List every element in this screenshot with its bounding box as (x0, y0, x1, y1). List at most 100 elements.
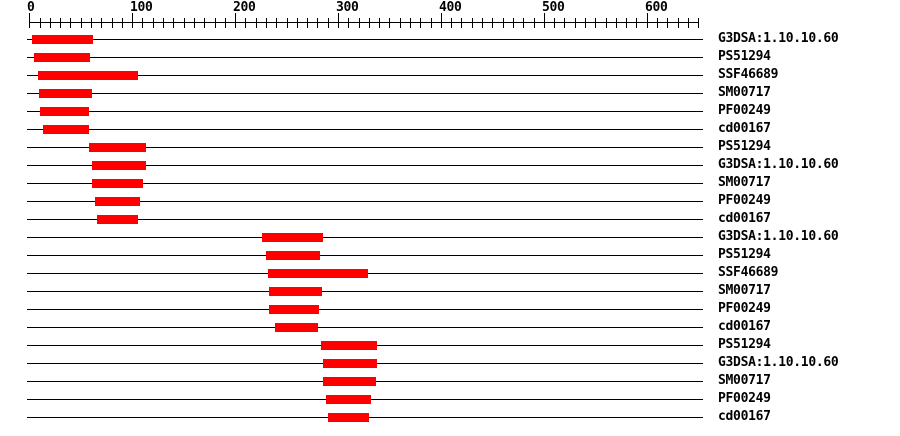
signature-id-label: SM00717 (718, 85, 771, 100)
domain-match-bar (39, 107, 89, 116)
track-line (27, 111, 703, 112)
ruler-major-tick (441, 13, 442, 28)
signature-id-label: G3DSA:1.10.10.60 (718, 31, 839, 46)
track-line (27, 255, 703, 256)
ruler-minor-tick (348, 18, 349, 28)
track-line (27, 165, 703, 166)
domain-match-bar (275, 323, 319, 332)
ruler-minor-tick (575, 18, 576, 28)
ruler-minor-tick (122, 18, 123, 28)
ruler-minor-tick (400, 18, 401, 28)
domain-match-bar (269, 287, 322, 296)
ruler-minor-tick (657, 18, 658, 28)
ruler-minor-tick (554, 18, 555, 28)
ruler-major-tick (647, 13, 648, 28)
ruler-major-tick (29, 13, 30, 28)
domain-match-bar (320, 341, 378, 350)
ruler-minor-tick (636, 18, 637, 28)
signature-id-label: cd00167 (718, 409, 771, 424)
ruler-minor-tick (503, 18, 504, 28)
ruler-minor-tick (297, 18, 298, 28)
ruler-minor-tick (667, 18, 668, 28)
ruler-major-tick (235, 13, 236, 28)
ruler-baseline (29, 22, 699, 23)
ruler-minor-tick (91, 18, 92, 28)
domain-match-bar (34, 53, 90, 62)
track-line (27, 183, 703, 184)
domain-match-bar (266, 251, 320, 260)
ruler-major-tick (132, 13, 133, 28)
domain-match-bar (95, 197, 141, 206)
signature-id-label: cd00167 (718, 211, 771, 226)
domain-match-bar (322, 377, 377, 386)
ruler-minor-tick (461, 18, 462, 28)
ruler-tick-label: 500 (542, 0, 565, 15)
ruler-minor-tick (616, 18, 617, 28)
ruler-minor-tick (431, 18, 432, 28)
ruler-tick-label: 600 (645, 0, 668, 15)
track-line (27, 57, 703, 58)
ruler-minor-tick (307, 18, 308, 28)
signature-id-label: PF00249 (718, 391, 771, 406)
ruler-minor-tick (595, 18, 596, 28)
ruler-minor-tick (204, 18, 205, 28)
signature-id-label: SSF46689 (718, 265, 779, 280)
ruler-tick-label: 300 (336, 0, 359, 15)
ruler-major-tick (544, 13, 545, 28)
signature-id-label: PF00249 (718, 103, 771, 118)
ruler-minor-tick (215, 18, 216, 28)
signature-id-label: SM00717 (718, 373, 771, 388)
domain-match-bar (32, 35, 94, 44)
ruler-minor-tick (225, 18, 226, 28)
ruler-minor-tick (153, 18, 154, 28)
ruler-minor-tick (472, 18, 473, 28)
ruler-minor-tick (389, 18, 390, 28)
signature-id-label: PS51294 (718, 337, 771, 352)
domain-match-bar (89, 143, 146, 152)
ruler-minor-tick (142, 18, 143, 28)
ruler-tick-label: 0 (27, 0, 35, 15)
signature-id-label: cd00167 (718, 319, 771, 334)
track-line (27, 219, 703, 220)
ruler-minor-tick (50, 18, 51, 28)
track-line (27, 201, 703, 202)
ruler-minor-tick (420, 18, 421, 28)
signature-id-label: PS51294 (718, 247, 771, 262)
track-line (27, 309, 703, 310)
domain-match-bar (38, 89, 93, 98)
track-line (27, 237, 703, 238)
ruler-minor-tick (184, 18, 185, 28)
ruler-minor-tick (523, 18, 524, 28)
domain-match-bar (37, 71, 139, 80)
track-line (27, 75, 703, 76)
ruler-minor-tick (606, 18, 607, 28)
ruler-minor-tick (194, 18, 195, 28)
ruler-minor-tick (266, 18, 267, 28)
ruler-minor-tick (678, 18, 679, 28)
ruler-major-tick (338, 13, 339, 28)
ruler-minor-tick (81, 18, 82, 28)
ruler-tick-label: 200 (233, 0, 256, 15)
ruler-minor-tick (585, 18, 586, 28)
ruler-minor-tick (359, 18, 360, 28)
ruler-minor-tick (287, 18, 288, 28)
ruler-minor-tick (534, 18, 535, 28)
domain-match-bar (325, 395, 371, 404)
ruler-minor-tick (410, 18, 411, 28)
signature-id-label: SM00717 (718, 175, 771, 190)
track-line (27, 129, 703, 130)
track-line (27, 291, 703, 292)
domain-match-bar (97, 215, 139, 224)
domain-match-bar (322, 359, 378, 368)
signature-id-label: G3DSA:1.10.10.60 (718, 229, 839, 244)
track-line (27, 93, 703, 94)
ruler-minor-tick (112, 18, 113, 28)
ruler-minor-tick (163, 18, 164, 28)
ruler-minor-tick (492, 18, 493, 28)
ruler-minor-tick (101, 18, 102, 28)
ruler-minor-tick (482, 18, 483, 28)
ruler-minor-tick (245, 18, 246, 28)
ruler-minor-tick (70, 18, 71, 28)
ruler-minor-tick (688, 18, 689, 28)
